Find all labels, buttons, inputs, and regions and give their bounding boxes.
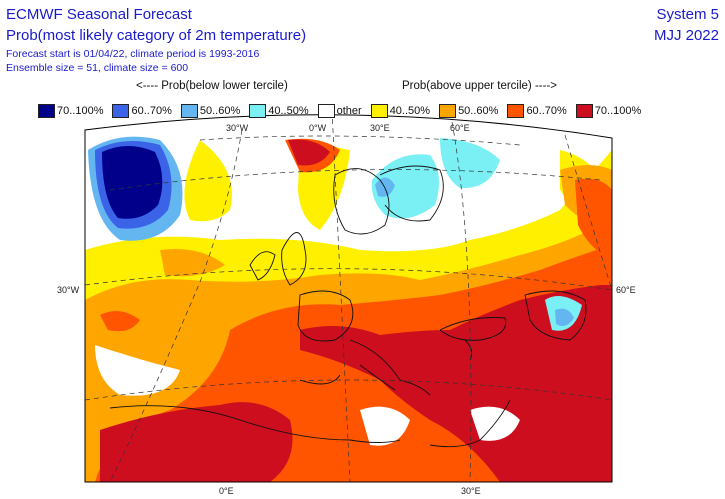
legend-above-header: Prob(above upper tercile) ----> xyxy=(402,80,557,92)
legend-swatch xyxy=(112,104,130,118)
legend-label: 40..50% xyxy=(268,105,309,117)
legend-item: 70..100% xyxy=(38,104,103,118)
prob-below-70-100-region xyxy=(102,146,163,219)
grid-label-top: 0°W xyxy=(309,123,327,133)
legend-item: 50..60% xyxy=(439,104,498,118)
legend-item: 50..60% xyxy=(180,104,241,118)
legend: 70..100% 60..70% 50..60% 40..50% other 4… xyxy=(38,102,650,120)
page-title: ECMWF Seasonal Forecast xyxy=(6,6,192,23)
legend-item: 60..70% xyxy=(112,104,172,118)
legend-swatch xyxy=(439,104,457,118)
legend-swatch xyxy=(38,104,55,118)
legend-label: 70..100% xyxy=(594,105,642,117)
legend-item: 70..100% xyxy=(575,104,642,118)
legend-swatch xyxy=(575,104,593,118)
legend-swatch xyxy=(370,104,388,118)
legend-swatch xyxy=(507,104,525,118)
legend-swatch xyxy=(180,104,198,118)
legend-swatch xyxy=(317,104,335,118)
legend-label: other xyxy=(336,105,362,117)
system-label: System 5 xyxy=(656,6,719,23)
legend-label: 60..70% xyxy=(131,105,172,117)
grid-label-bottom: 30°E xyxy=(461,486,481,496)
legend-item: 40..50% xyxy=(249,104,309,118)
coastlines xyxy=(109,165,587,448)
grid-label-bottom: 0°E xyxy=(219,486,234,496)
grid-label-top: 30°E xyxy=(370,123,390,133)
legend-below-header: <---- Prob(below lower tercile) xyxy=(136,80,288,92)
grid-label-right: 60°E xyxy=(616,285,636,295)
forecast-info: Forecast start is 01/04/22, climate peri… xyxy=(6,48,260,60)
legend-swatch xyxy=(249,104,267,118)
legend-label: 50..60% xyxy=(199,105,241,117)
legend-label: 70..100% xyxy=(57,105,104,117)
legend-item: 60..70% xyxy=(507,104,567,118)
legend-item: other xyxy=(317,104,362,118)
grid-label-left: 30°W xyxy=(57,285,80,295)
grid-label-top: 30°W xyxy=(226,123,249,133)
period-label: MJJ 2022 xyxy=(653,27,719,44)
legend-label: 50..60% xyxy=(458,105,499,117)
page-subtitle: Prob(most likely category of 2m temperat… xyxy=(6,27,307,44)
legend-label: 60..70% xyxy=(526,105,567,117)
legend-label: 40..50% xyxy=(389,105,431,117)
grid-label-top: 60°E xyxy=(450,123,470,133)
legend-item: 40..50% xyxy=(370,104,431,118)
ensemble-info: Ensemble size = 51, climate size = 600 xyxy=(6,62,189,74)
graticule xyxy=(85,114,612,482)
